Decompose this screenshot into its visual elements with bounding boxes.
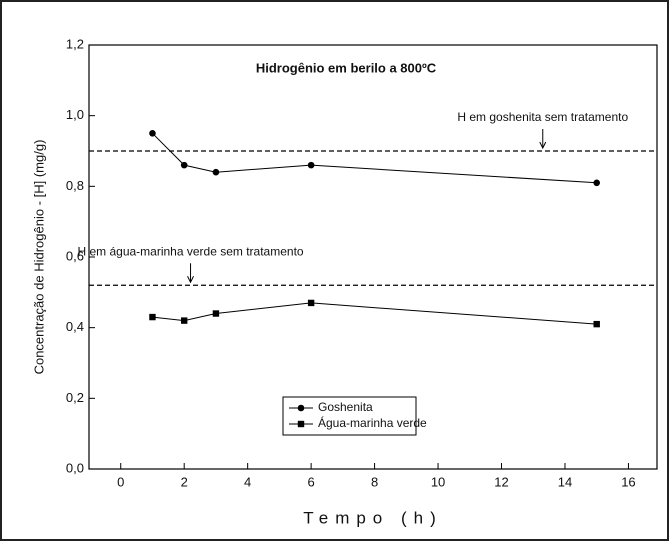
x-tick-label: 16 xyxy=(621,474,635,489)
legend-marker xyxy=(297,420,305,428)
point xyxy=(149,313,156,321)
point xyxy=(593,179,601,187)
y-tick-label: 1,2 xyxy=(66,36,84,51)
x-tick-label: 10 xyxy=(431,474,445,489)
x-tick-label: 12 xyxy=(494,474,508,489)
x-tick-label: 4 xyxy=(244,474,251,489)
y-tick-label: 0,4 xyxy=(66,319,84,334)
legend-marker xyxy=(297,404,305,412)
point xyxy=(212,168,220,176)
point xyxy=(149,130,156,137)
point xyxy=(180,317,188,324)
x-tick-label: 8 xyxy=(371,474,378,489)
legend-label: Água-marinha verde xyxy=(318,415,427,430)
x-tick-label: 2 xyxy=(181,474,188,489)
reference-label: H em goshenita sem tratamento xyxy=(457,110,628,124)
series-line xyxy=(152,132,597,184)
y-tick-label: 0,6 xyxy=(66,248,84,263)
y-tick-label: 0,2 xyxy=(66,390,84,405)
x-tick-label: 6 xyxy=(308,474,315,489)
point xyxy=(180,161,188,169)
chart-title: Hidrogênio em berilo a 800ºC xyxy=(256,60,437,75)
point xyxy=(212,310,220,317)
point xyxy=(307,299,315,307)
point xyxy=(593,320,600,328)
reference-label: H em água-marinha verde sem tratamento xyxy=(77,244,303,258)
legend-label: Goshenita xyxy=(318,400,373,414)
x-axis-label: Tempo (h) xyxy=(303,508,443,527)
arrow-head xyxy=(539,141,547,150)
x-tick-label: 14 xyxy=(558,474,572,489)
y-axis-label: Concentração de Hidrogênio - [H] (mg/g) xyxy=(31,140,46,375)
y-tick-label: 1,0 xyxy=(66,107,84,122)
arrow-head xyxy=(187,276,194,284)
point xyxy=(307,161,315,169)
x-tick-label: 0 xyxy=(117,474,124,489)
y-tick-label: 0,8 xyxy=(66,178,84,193)
legend-box xyxy=(282,396,417,436)
y-tick-label: 0,0 xyxy=(66,460,84,475)
